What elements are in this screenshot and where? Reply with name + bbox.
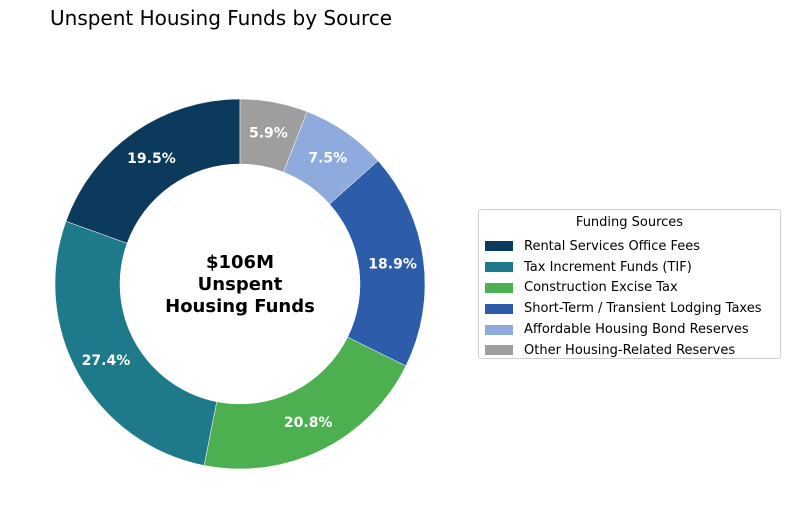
- donut-slice-labels: 19.5% 27.4% 20.8% 18.9% 7.5% 5.9%: [82, 126, 417, 431]
- slice-label: 18.9%: [368, 256, 417, 272]
- center-label-line-1: $106M: [206, 252, 274, 273]
- donut-slice: [54, 221, 218, 466]
- legend-swatch: [485, 303, 513, 314]
- slice-label: 20.8%: [284, 415, 333, 431]
- legend-label: Rental Services Office Fees: [524, 238, 701, 254]
- legend-label: Other Housing-Related Reserves: [524, 342, 736, 358]
- legend-swatch: [485, 345, 513, 356]
- legend-item: Tax Increment Funds (TIF): [485, 257, 762, 278]
- donut-slice: [239, 98, 308, 173]
- legend-swatch: [485, 282, 513, 293]
- legend-label: Construction Excise Tax: [524, 280, 678, 296]
- legend-item: Short-Term / Transient Lodging Taxes: [485, 298, 762, 319]
- center-label-line-2: Unspent: [198, 274, 283, 295]
- chart-title: Unspent Housing Funds by Source: [50, 6, 393, 30]
- legend-swatch: [485, 262, 513, 273]
- legend: Funding Sources Rental Services Office F…: [478, 209, 781, 359]
- legend-label: Tax Increment Funds (TIF): [524, 259, 692, 275]
- legend-item: Rental Services Office Fees: [485, 236, 762, 257]
- slice-label: 19.5%: [127, 151, 176, 167]
- slice-label: 7.5%: [308, 150, 347, 166]
- center-label-line-3: Housing Funds: [165, 296, 315, 317]
- legend-item: Other Housing-Related Reserves: [485, 340, 762, 361]
- legend-item: Affordable Housing Bond Reserves: [485, 319, 762, 340]
- legend-swatch: [485, 241, 513, 252]
- donut-slice: [203, 336, 407, 470]
- slice-label: 5.9%: [249, 126, 288, 142]
- legend-list: Rental Services Office Fees Tax Increment…: [485, 236, 762, 361]
- legend-title: Funding Sources: [575, 215, 684, 230]
- legend-label: Short-Term / Transient Lodging Taxes: [524, 301, 762, 317]
- slice-label: 27.4%: [82, 353, 131, 369]
- donut-slices: [54, 98, 426, 470]
- legend-item: Construction Excise Tax: [485, 278, 762, 299]
- legend-swatch: [485, 324, 513, 335]
- donut-slice: [65, 98, 241, 244]
- legend-label: Affordable Housing Bond Reserves: [524, 322, 749, 338]
